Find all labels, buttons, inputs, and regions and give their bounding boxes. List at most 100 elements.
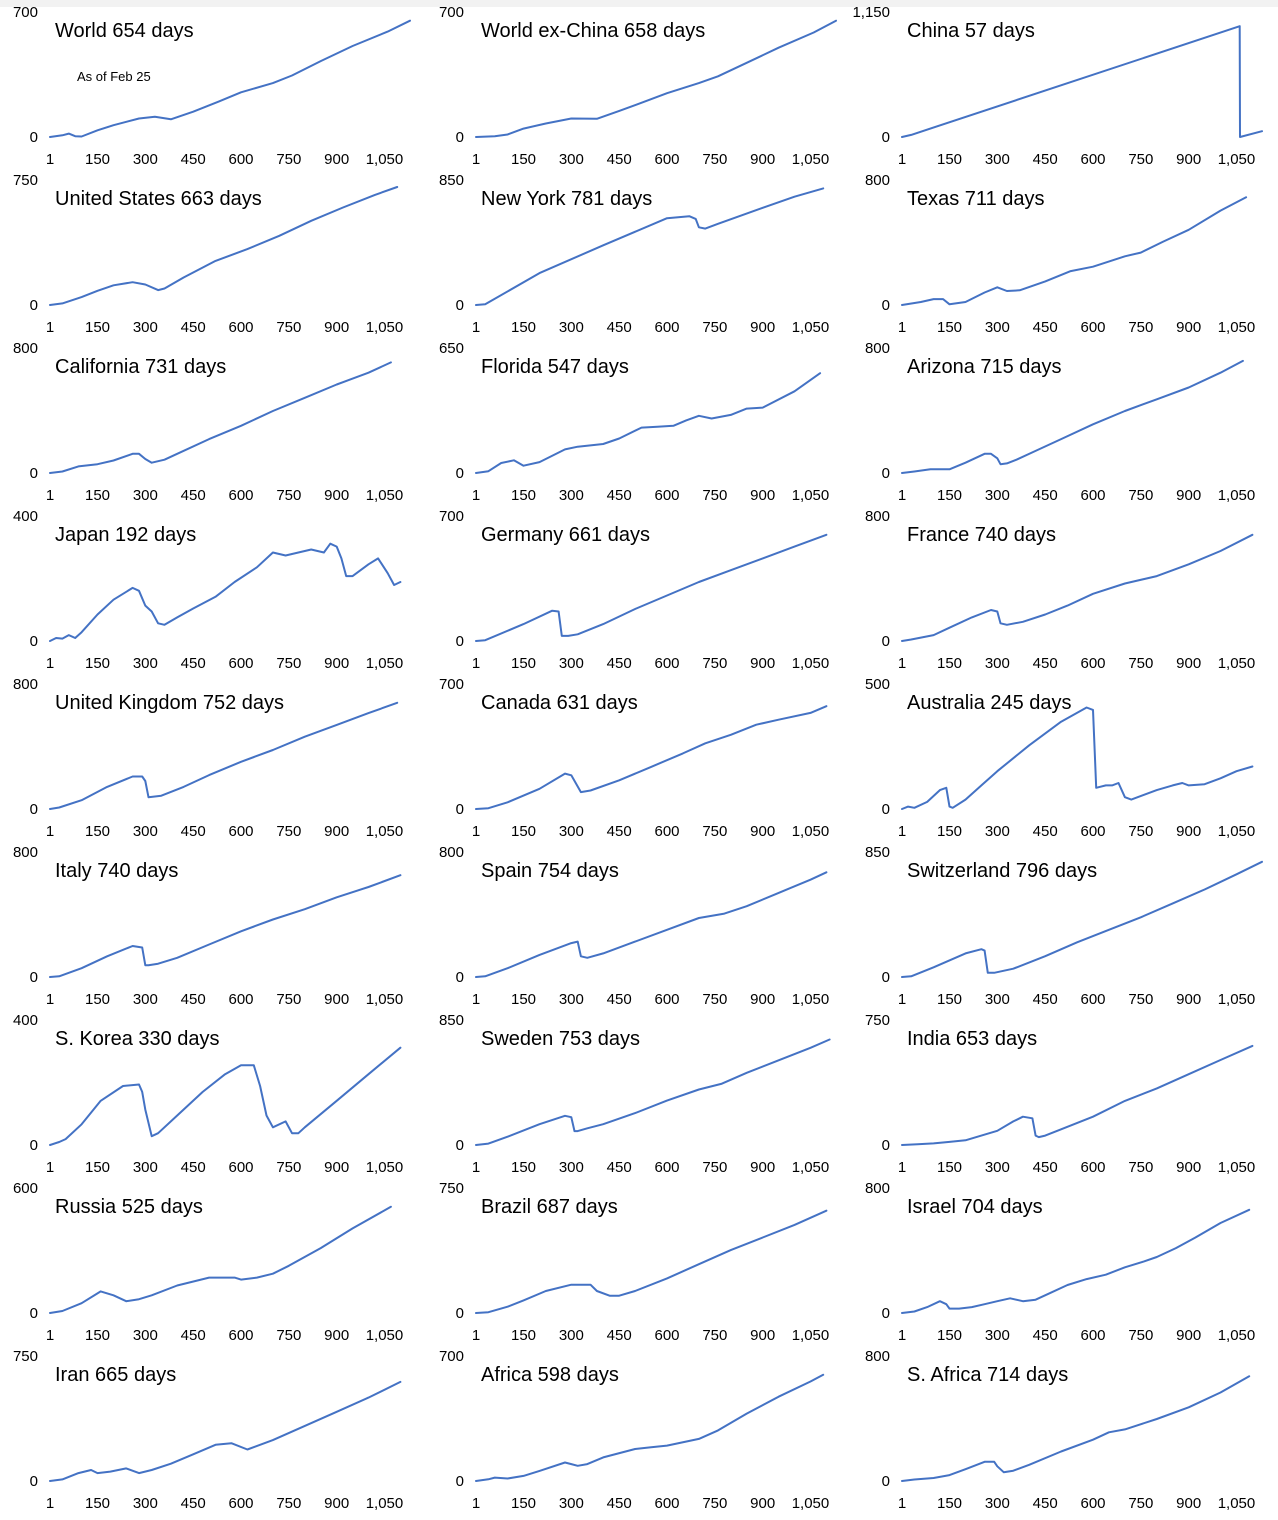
x-tick-label: 750: [276, 1327, 301, 1344]
y-tick-label: 0: [456, 129, 464, 146]
x-tick-label: 750: [702, 487, 727, 504]
top-bar: [0, 0, 1278, 7]
y-tick-label: 800: [13, 847, 38, 861]
line-chart: 0 400 1 150 300 450 600 750 900 1,050 Japan 192 da…: [13, 511, 404, 672]
x-tick-label: 1: [46, 1327, 54, 1344]
x-tick-label: 1,050: [1218, 1495, 1256, 1512]
x-tick-label: 1,050: [366, 151, 404, 168]
chart-title: China 57 days: [907, 20, 1035, 42]
x-tick-label: 150: [937, 655, 962, 672]
x-tick-label: 750: [276, 487, 301, 504]
chart-title: Texas 711 days: [907, 188, 1045, 210]
chart-panel: 0 800 1 150 300 450 600 750 900 1,050 Arizona 715 …: [852, 343, 1278, 511]
x-tick-label: 300: [559, 991, 584, 1008]
x-tick-label: 450: [607, 319, 632, 336]
y-tick-label: 800: [865, 175, 890, 189]
x-tick-label: 1,050: [366, 655, 404, 672]
x-tick-label: 150: [511, 487, 536, 504]
line-chart: 0 850 1 150 300 450 600 750 900 1,050 Sweden 753 d…: [439, 1015, 831, 1176]
x-tick-label: 150: [85, 1495, 110, 1512]
y-tick-label: 0: [882, 1473, 890, 1490]
x-tick-label: 450: [607, 1327, 632, 1344]
chart-title: United Kingdom 752 days: [55, 692, 284, 714]
x-tick-label: 450: [181, 1159, 206, 1176]
y-tick-label: 400: [13, 511, 38, 525]
x-tick-label: 1: [46, 1159, 54, 1176]
y-tick-label: 850: [439, 175, 464, 189]
x-tick-label: 1,050: [366, 487, 404, 504]
x-tick-label: 300: [985, 1495, 1010, 1512]
x-tick-label: 1: [472, 151, 480, 168]
x-tick-label: 1: [46, 319, 54, 336]
chart-panel: 0 850 1 150 300 450 600 750 900 1,050 Sweden 753 d…: [426, 1015, 852, 1183]
x-tick-label: 600: [1080, 1495, 1105, 1512]
x-tick-label: 300: [133, 1159, 158, 1176]
x-tick-label: 600: [654, 1495, 679, 1512]
x-tick-label: 150: [937, 487, 962, 504]
x-tick-label: 750: [1128, 991, 1153, 1008]
chart-panel: 0 800 1 150 300 450 600 750 900 1,050 United Kingd…: [0, 679, 426, 847]
y-tick-label: 800: [865, 511, 890, 525]
x-tick-label: 750: [1128, 487, 1153, 504]
x-tick-label: 900: [1176, 823, 1201, 840]
y-tick-label: 750: [439, 1183, 464, 1197]
chart-title: Iran 665 days: [55, 1364, 176, 1386]
x-tick-label: 1: [46, 487, 54, 504]
line-chart: 0 750 1 150 300 450 600 750 900 1,050 India 653 da…: [865, 1015, 1255, 1176]
line-chart: 0 400 1 150 300 450 600 750 900 1,050 S. Korea 330…: [13, 1015, 403, 1176]
line-chart: 0 700 1 150 300 450 600 750 900 1,050 World 654 da…: [13, 7, 411, 168]
x-tick-label: 900: [1176, 1159, 1201, 1176]
line-chart: 0 800 1 150 300 450 600 750 900 1,050 Spain 754 da…: [439, 847, 829, 1008]
x-tick-label: 450: [1033, 151, 1058, 168]
x-tick-label: 750: [702, 151, 727, 168]
x-tick-label: 150: [85, 319, 110, 336]
x-tick-label: 300: [559, 655, 584, 672]
chart-panel: 0 800 1 150 300 450 600 750 900 1,050 Israel 704 d…: [852, 1183, 1278, 1351]
chart-panel: 0 400 1 150 300 450 600 750 900 1,050 Japan 192 da…: [0, 511, 426, 679]
x-tick-label: 750: [1128, 319, 1153, 336]
x-tick-label: 750: [1128, 1495, 1153, 1512]
x-tick-label: 300: [133, 487, 158, 504]
x-tick-label: 1: [472, 991, 480, 1008]
chart-panel: 0 800 1 150 300 450 600 750 900 1,050 Texas 711 da…: [852, 175, 1278, 343]
y-tick-label: 800: [865, 343, 890, 357]
y-tick-label: 0: [30, 1305, 38, 1322]
line-chart: 0 500 1 150 300 450 600 750 900 1,050 Australia 24…: [865, 679, 1255, 840]
chart-title: Brazil 687 days: [481, 1196, 618, 1218]
x-tick-label: 600: [654, 655, 679, 672]
x-tick-label: 450: [1033, 319, 1058, 336]
x-tick-label: 150: [937, 319, 962, 336]
x-tick-label: 1: [898, 487, 906, 504]
x-tick-label: 150: [511, 1327, 536, 1344]
chart-title: Florida 547 days: [481, 356, 629, 378]
x-tick-label: 600: [228, 1327, 253, 1344]
chart-panel: 0 500 1 150 300 450 600 750 900 1,050 Australia 24…: [852, 679, 1278, 847]
chart-panel: 0 800 1 150 300 450 600 750 900 1,050 California 7…: [0, 343, 426, 511]
x-tick-label: 600: [1080, 823, 1105, 840]
y-tick-label: 850: [865, 847, 890, 861]
x-tick-label: 300: [559, 319, 584, 336]
y-tick-label: 800: [13, 679, 38, 693]
chart-panel: 0 750 1 150 300 450 600 750 900 1,050 India 653 da…: [852, 1015, 1278, 1183]
y-tick-label: 750: [13, 1351, 38, 1365]
x-tick-label: 1: [898, 1159, 906, 1176]
y-tick-label: 0: [30, 633, 38, 650]
x-tick-label: 450: [181, 1327, 206, 1344]
y-tick-label: 700: [439, 7, 464, 21]
chart-title: Russia 525 days: [55, 1196, 203, 1218]
y-tick-label: 0: [882, 465, 890, 482]
chart-panel: 0 800 1 150 300 450 600 750 900 1,050 Italy 740 da…: [0, 847, 426, 1015]
y-tick-label: 400: [13, 1015, 38, 1029]
x-tick-label: 1,050: [792, 655, 830, 672]
chart-title: Italy 740 days: [55, 860, 178, 882]
x-tick-label: 1,050: [366, 1495, 404, 1512]
x-tick-label: 300: [133, 655, 158, 672]
series-line: [49, 19, 411, 138]
line-chart: 0 800 1 150 300 450 600 750 900 1,050 Israel 704 d…: [865, 1183, 1255, 1344]
x-tick-label: 750: [276, 991, 301, 1008]
line-chart: 0 750 1 150 300 450 600 750 900 1,050 United State…: [13, 175, 403, 336]
x-tick-label: 300: [985, 823, 1010, 840]
x-tick-label: 150: [511, 823, 536, 840]
chart-panel: 0 700 1 150 300 450 600 750 900 1,050 Germany 661 …: [426, 511, 852, 679]
series-line: [49, 361, 392, 474]
